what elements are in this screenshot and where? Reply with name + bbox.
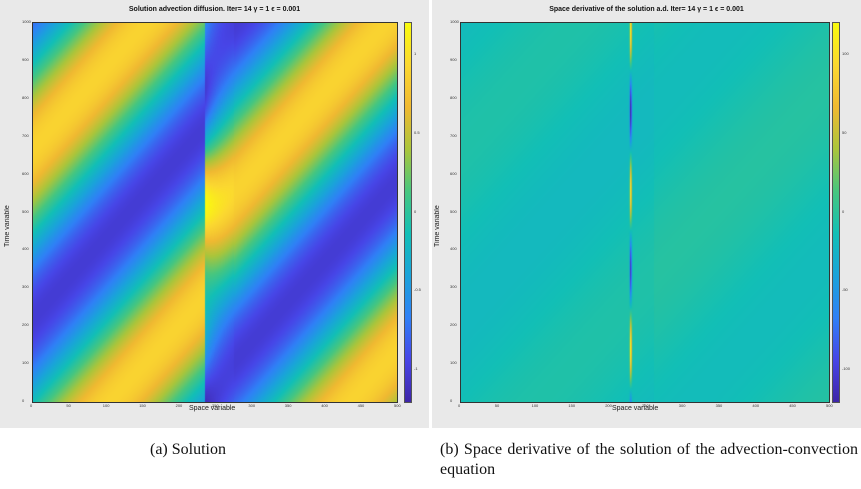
- colorbar-tick-label: 1: [414, 50, 417, 56]
- y-tick-label: 300: [22, 284, 29, 290]
- x-tick-label: 200: [605, 403, 612, 408]
- y-tick-label: 900: [450, 56, 457, 62]
- x-tick-label: 350: [284, 403, 292, 408]
- x-tick-label: 50: [494, 403, 500, 408]
- y-tick-label: 500: [450, 208, 457, 214]
- y-tick-label: 500: [22, 208, 29, 214]
- colorbar-tick-label: -100: [842, 366, 851, 372]
- caption-b: (b) Space derivative of the solution of …: [440, 441, 858, 478]
- y-tick-label: 400: [450, 246, 457, 252]
- y-tick-label: 700: [450, 132, 457, 138]
- x-tick-label: 400: [752, 403, 760, 408]
- x-tick-label: 500: [826, 403, 833, 408]
- chart-title: Solution advection diffusion. Iter= 14 γ…: [128, 6, 301, 13]
- y-tick-label: 100: [22, 360, 29, 366]
- y-tick-label: 0: [450, 398, 453, 403]
- y-tick-label: 100: [450, 360, 457, 366]
- y-tick-label: 400: [22, 246, 29, 252]
- colorbar-tick-label: 0: [414, 208, 417, 214]
- colorbar-tick-label: 100: [842, 50, 849, 56]
- x-tick-label: 0: [30, 403, 33, 408]
- x-tick-label: 100: [102, 403, 110, 408]
- heatmap: [33, 23, 397, 402]
- x-tick-label: 450: [357, 403, 365, 408]
- y-tick-label: 800: [450, 94, 457, 100]
- plot-area: [32, 22, 398, 403]
- colorbar-tick-label: 0: [842, 208, 845, 214]
- plot-area: [460, 22, 830, 403]
- x-tick-label: 250: [212, 403, 219, 408]
- x-tick-label: 300: [248, 403, 256, 408]
- x-tick-label: 150: [568, 403, 576, 408]
- y-tick-label: 1000: [22, 19, 31, 24]
- x-tick-label: 0: [458, 403, 461, 408]
- caption-a: (a) Solution: [150, 441, 226, 458]
- heatmap: [461, 23, 829, 402]
- y-tick-label: 700: [22, 132, 29, 138]
- y-tick-label: 0: [22, 398, 25, 403]
- x-tick-label: 50: [66, 403, 71, 408]
- y-tick-label: 900: [22, 56, 29, 62]
- x-tick-label: 450: [789, 403, 796, 408]
- y-tick-label: 300: [450, 284, 457, 290]
- x-tick-label: 150: [139, 403, 146, 408]
- colorbar-tick-label: -0.5: [414, 287, 421, 293]
- y-axis-label: Time variable: [434, 205, 441, 247]
- x-tick-label: 250: [642, 403, 649, 408]
- colorbar: [404, 22, 412, 403]
- colorbar-tick-label: -50: [842, 287, 848, 293]
- x-axis-label: Space variable: [189, 405, 236, 412]
- x-tick-label: 300: [678, 403, 686, 408]
- y-tick-label: 200: [450, 322, 457, 328]
- x-tick-label: 350: [715, 403, 723, 408]
- x-tick-label: 500: [394, 403, 401, 408]
- colorbar-tick-label: -1: [414, 366, 418, 372]
- derivative-panel: Space derivative of the solution a.d. It…: [432, 0, 861, 428]
- solution-panel: Solution advection diffusion. Iter= 14 γ…: [0, 0, 429, 428]
- colorbar: [832, 22, 840, 403]
- x-tick-label: 200: [175, 403, 183, 408]
- y-tick-label: 600: [450, 170, 457, 176]
- colorbar-tick-label: 0.5: [414, 129, 420, 135]
- y-tick-label: 1000: [450, 19, 459, 24]
- x-tick-label: 400: [321, 403, 328, 408]
- x-axis-label: Space variable: [612, 405, 659, 412]
- y-axis-label: Time variable: [4, 205, 11, 247]
- colorbar-tick-label: 50: [842, 129, 847, 135]
- y-tick-label: 600: [22, 170, 29, 176]
- y-tick-label: 800: [22, 94, 29, 100]
- x-tick-label: 100: [531, 403, 539, 408]
- y-tick-label: 200: [22, 322, 29, 328]
- chart-title: Space derivative of the solution a.d. It…: [549, 6, 744, 13]
